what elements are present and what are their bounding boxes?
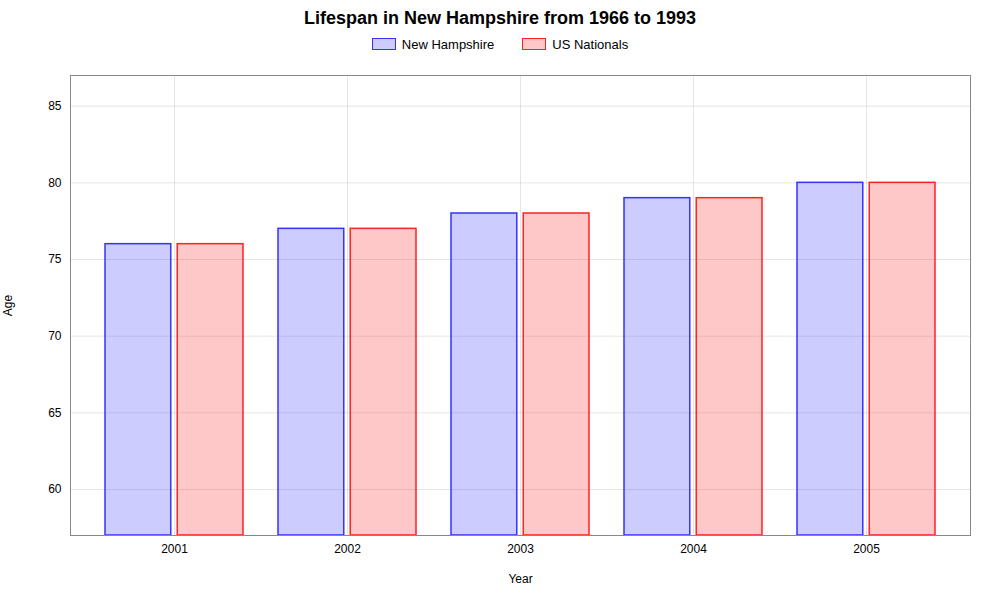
- svg-text:65: 65: [48, 406, 62, 420]
- svg-text:2004: 2004: [680, 542, 707, 556]
- svg-text:Age: Age: [1, 295, 15, 317]
- svg-text:75: 75: [48, 252, 62, 266]
- svg-text:2002: 2002: [334, 542, 361, 556]
- svg-text:2001: 2001: [161, 542, 188, 556]
- svg-text:2003: 2003: [507, 542, 534, 556]
- svg-text:80: 80: [48, 176, 62, 190]
- svg-text:85: 85: [48, 99, 62, 113]
- svg-text:2005: 2005: [853, 542, 880, 556]
- html-text:US Nationals: US Nationals: [552, 36, 629, 52]
- svg-text:70: 70: [48, 329, 62, 343]
- html-text:New Hampshire: New Hampshire: [401, 36, 495, 52]
- html-text:Lifespan in New Hampshire from: Lifespan in New Hampshire from 1966 to 1…: [303, 8, 697, 28]
- svg-text:60: 60: [48, 482, 62, 496]
- svg-text:Year: Year: [508, 572, 532, 586]
